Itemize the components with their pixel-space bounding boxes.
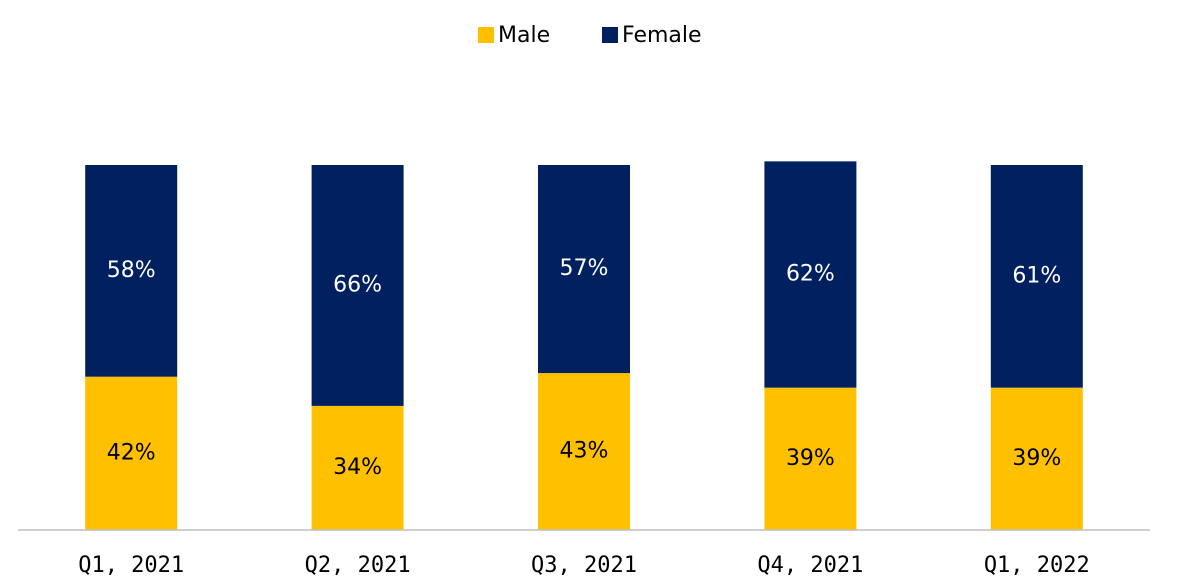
data-label: 39% (786, 446, 835, 471)
bar-segment (990, 165, 1083, 388)
bar-segment (764, 387, 857, 530)
x-tick-label: Q2, 2021 (305, 553, 411, 578)
bar-segment (990, 387, 1083, 530)
bar-segment (538, 373, 630, 530)
x-tick-label: Q4, 2021 (757, 553, 863, 578)
bar-segment (311, 165, 404, 406)
data-label: 62% (786, 262, 835, 287)
data-label: 43% (560, 439, 609, 464)
legend-swatch (478, 27, 494, 43)
x-tick-label: Q3, 2021 (531, 553, 637, 578)
bar-segment (764, 161, 857, 388)
data-label: 58% (107, 258, 156, 283)
data-label: 61% (1012, 263, 1061, 288)
bar-segment (311, 405, 404, 530)
data-label: 66% (333, 272, 382, 297)
data-label: 57% (560, 256, 609, 281)
legend-label: Female (622, 23, 702, 48)
x-tick-label: Q1, 2022 (984, 553, 1090, 578)
data-label: 39% (1012, 446, 1061, 471)
bar-segment (85, 165, 178, 377)
bar-segment (538, 165, 630, 374)
legend-label: Male (498, 23, 550, 48)
bar-segment (85, 376, 178, 530)
data-label: 42% (107, 440, 156, 465)
x-tick-label: Q1, 2021 (78, 553, 184, 578)
legend-swatch (602, 27, 618, 43)
data-label: 34% (333, 455, 382, 480)
